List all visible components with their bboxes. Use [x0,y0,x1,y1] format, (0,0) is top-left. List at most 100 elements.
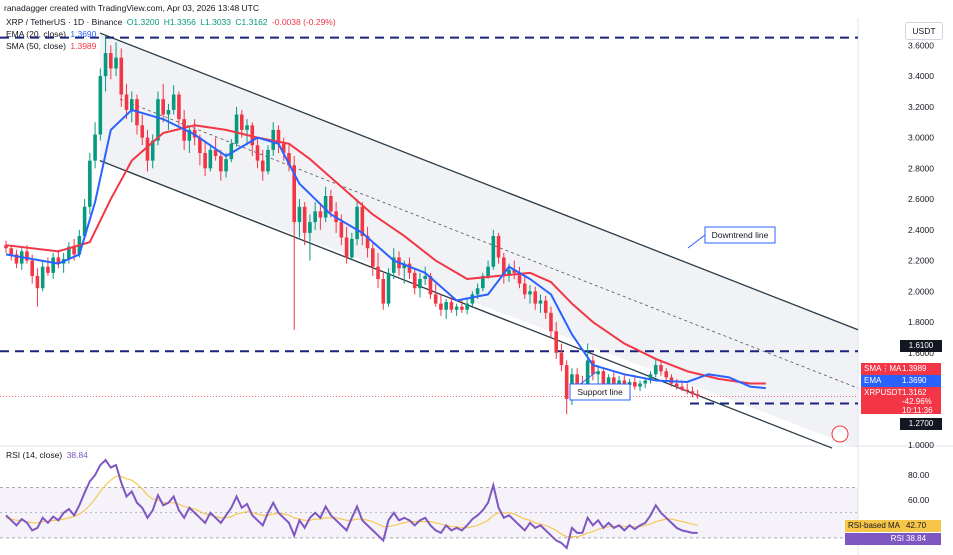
support-annotation-box [569,383,631,401]
candle [559,343,564,372]
candle-body [40,266,45,289]
candle-body [376,266,380,279]
candle [245,119,249,146]
candle-body [412,272,417,289]
candle [355,199,359,246]
candle [633,377,637,390]
candle-body [208,149,213,169]
candle-body [386,272,391,304]
candle-body [460,306,464,310]
candle-body [596,371,600,375]
candle-body [287,152,291,166]
candle [407,257,412,279]
candle [219,149,223,181]
candle [439,294,443,316]
candle-body [407,263,412,273]
attribution-text: ranadagger created with TradingView.com,… [4,3,259,13]
sma-tag-ma: MA [889,364,902,373]
candle-body [622,380,627,386]
candle-body [213,149,218,157]
ema-legend-label: EMA (20, close) [6,29,66,39]
candle [19,248,24,270]
price-axis-label: 1.6000 [908,348,934,358]
candle-body [601,371,606,384]
candle [260,149,265,181]
ema-price-tag: EMA 1.3690 [861,375,941,387]
candle [98,68,103,141]
candle-body [612,377,616,384]
candle-body [177,94,181,120]
candle-body [229,143,234,160]
candle-body [674,383,679,387]
candle-body [502,257,506,276]
rsi-ma-tag-label: RSI-based MA [848,521,901,530]
candle-body [360,206,365,236]
candle-body [297,206,302,223]
sma-legend[interactable]: SMA (50, close) 1.3989 [6,41,96,51]
candle [344,226,349,264]
rsi-ma-tag: RSI-based MA 42.70 [845,520,941,532]
candle-body [281,143,286,153]
support-annotation: Support line [569,371,631,401]
candle-body [313,211,317,223]
candle-body [606,377,611,384]
candle [695,389,700,399]
candle [596,365,600,384]
candle-body [507,269,511,276]
candle-body [240,114,244,130]
candle [486,260,490,279]
candle-body [365,235,370,249]
ema-legend[interactable]: EMA (20, close) 1.3690 [6,29,96,39]
currency-button[interactable]: USDT [905,22,943,40]
candle-body [14,254,19,264]
channel-midline [119,98,859,389]
rsi-legend[interactable]: RSI (14, close) 38.84 [6,450,88,460]
candle-body [129,99,134,110]
candle-body [690,391,695,395]
candle [517,266,522,289]
candle [51,252,55,279]
candle [187,125,192,153]
downtrend-annotation: Downtrend line [687,226,776,249]
candle-body [475,288,480,295]
price-axis-label: 2.6000 [908,194,934,204]
ema-legend-value: 1.3690 [70,29,97,39]
candle [93,122,97,169]
candle [386,268,391,307]
sma-price-tag: SMA⋮MA1.3989 [861,363,941,375]
candle [302,202,307,246]
candle-body [638,383,642,387]
candle-body [486,266,490,276]
candle-body [685,389,689,392]
candle-body [695,394,700,396]
candle [140,114,145,146]
price-axis-label: 2.4000 [908,225,934,235]
candle-body [371,248,375,267]
rsi-legend-label: RSI (14, close) [6,450,63,460]
candle-body [323,196,328,218]
candle [224,152,228,178]
candle [543,295,548,319]
candle-body [554,331,558,353]
candle [119,48,124,107]
candle-body [391,257,396,273]
candle-body [491,235,496,267]
sma-tag-value: 1.3989 [902,364,927,373]
candle [528,285,532,304]
candle-body [512,269,517,273]
price-axis-label: 3.6000 [908,40,934,50]
candle [653,358,658,378]
candle-body [51,257,55,273]
candle-body [255,145,260,161]
candle [444,298,448,319]
sma50-line [5,124,766,385]
candle-body [402,263,407,269]
ema-tag-value: 1.3690 [902,376,927,385]
candle [591,355,595,381]
candle [255,137,260,169]
candle-body [575,374,579,384]
symbol-line: XRP / TetherUS · 1D · Binance [6,17,123,27]
candle [350,232,354,261]
candle [460,300,464,313]
